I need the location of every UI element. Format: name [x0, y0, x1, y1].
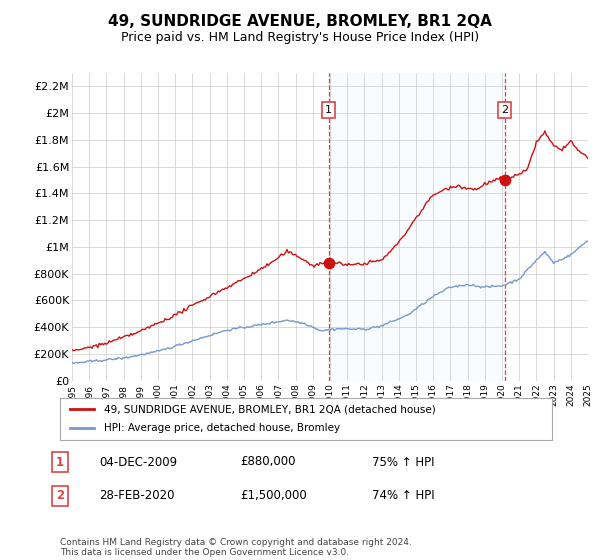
Text: 1: 1: [325, 105, 332, 115]
Text: 49, SUNDRIDGE AVENUE, BROMLEY, BR1 2QA: 49, SUNDRIDGE AVENUE, BROMLEY, BR1 2QA: [108, 14, 492, 29]
Text: Price paid vs. HM Land Registry's House Price Index (HPI): Price paid vs. HM Land Registry's House …: [121, 31, 479, 44]
Bar: [329, 73, 505, 381]
Text: HPI: Average price, detached house, Bromley: HPI: Average price, detached house, Brom…: [104, 423, 340, 433]
Text: 49, SUNDRIDGE AVENUE, BROMLEY, BR1 2QA (detached house): 49, SUNDRIDGE AVENUE, BROMLEY, BR1 2QA (…: [104, 404, 436, 414]
Text: 28-FEB-2020: 28-FEB-2020: [99, 489, 175, 502]
Text: £880,000: £880,000: [240, 455, 296, 469]
Text: Contains HM Land Registry data © Crown copyright and database right 2024.
This d: Contains HM Land Registry data © Crown c…: [60, 538, 412, 557]
Text: 74% ↑ HPI: 74% ↑ HPI: [372, 489, 434, 502]
Text: 75% ↑ HPI: 75% ↑ HPI: [372, 455, 434, 469]
Point: [500, 175, 509, 184]
Point: [324, 259, 334, 268]
Text: 2: 2: [501, 105, 508, 115]
Text: 04-DEC-2009: 04-DEC-2009: [99, 455, 177, 469]
Text: £1,500,000: £1,500,000: [240, 489, 307, 502]
Text: 1: 1: [56, 455, 64, 469]
Text: 2: 2: [56, 489, 64, 502]
